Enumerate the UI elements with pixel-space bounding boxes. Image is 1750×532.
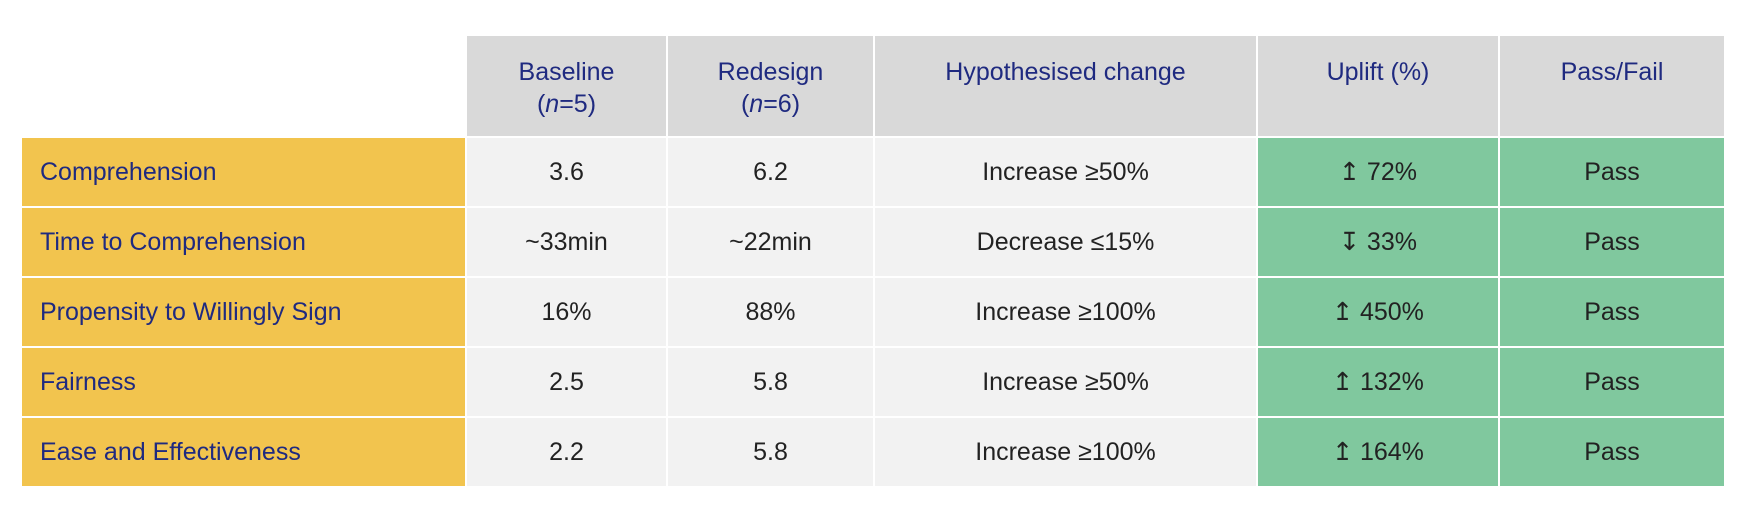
- hypothesis-cell: Increase ≥100%: [875, 278, 1256, 346]
- header-cell: Pass/Fail: [1500, 36, 1724, 136]
- table-row: Fairness 2.5 5.8 Increase ≥50% ↥ 132% Pass: [22, 348, 1724, 416]
- header-line: (n=6): [668, 88, 873, 120]
- row-label: Ease and Effectiveness: [22, 418, 465, 486]
- header-text: Redesign: [717, 58, 824, 86]
- header-text: Hypothesised change: [945, 58, 1186, 86]
- pass-fail-cell: Pass: [1500, 138, 1724, 206]
- header-line: Pass/Fail: [1500, 56, 1724, 88]
- redesign-cell: 5.8: [668, 348, 873, 416]
- header-text: Pass/Fail: [1560, 58, 1664, 86]
- header-line: Baseline: [467, 56, 666, 88]
- baseline-cell: 3.6: [467, 138, 666, 206]
- table-row: Time to Comprehension ~33min ~22min Decreas…: [22, 208, 1724, 276]
- header-text: =6): [763, 90, 801, 118]
- header-line: Redesign: [668, 56, 873, 88]
- uplift-cell: ↥ 450%: [1258, 278, 1498, 346]
- redesign-cell: 88%: [668, 278, 873, 346]
- row-label: Fairness: [22, 348, 465, 416]
- header-row: Baseline (n=5) Redesign (n=6) Hypothesised c…: [22, 36, 1724, 136]
- header-cell: Uplift (%): [1258, 36, 1498, 136]
- header-text: n: [545, 90, 560, 118]
- hypothesis-cell: Increase ≥50%: [875, 138, 1256, 206]
- header-text: Uplift (%): [1326, 58, 1430, 86]
- results-table: Baseline (n=5) Redesign (n=6) Hypothesised c…: [20, 34, 1726, 488]
- uplift-cell: ↥ 164%: [1258, 418, 1498, 486]
- hypothesis-cell: Increase ≥100%: [875, 418, 1256, 486]
- header-cell: Hypothesised change: [875, 36, 1256, 136]
- pass-fail-cell: Pass: [1500, 278, 1724, 346]
- baseline-cell: ~33min: [467, 208, 666, 276]
- uplift-cell: ↥ 132%: [1258, 348, 1498, 416]
- header-text: Baseline: [518, 58, 615, 86]
- table-row: Comprehension 3.6 6.2 Increase ≥50% ↥ 72% Pas…: [22, 138, 1724, 206]
- header-text: =5): [559, 90, 597, 118]
- header-line: Uplift (%): [1258, 56, 1498, 88]
- row-label: Comprehension: [22, 138, 465, 206]
- baseline-cell: 16%: [467, 278, 666, 346]
- table-row: Ease and Effectiveness 2.2 5.8 Increase ≥10…: [22, 418, 1724, 486]
- corner: [22, 36, 465, 136]
- baseline-cell: 2.2: [467, 418, 666, 486]
- uplift-cell: ↥ 72%: [1258, 138, 1498, 206]
- header-text: n: [749, 90, 764, 118]
- hypothesis-cell: Decrease ≤15%: [875, 208, 1256, 276]
- pass-fail-cell: Pass: [1500, 418, 1724, 486]
- table-body: Comprehension 3.6 6.2 Increase ≥50% ↥ 72% Pas…: [22, 138, 1724, 486]
- header-cell: Redesign (n=6): [668, 36, 873, 136]
- redesign-cell: 5.8: [668, 418, 873, 486]
- hypothesis-cell: Increase ≥50%: [875, 348, 1256, 416]
- header-text: (: [740, 90, 750, 118]
- header-line: Hypothesised change: [875, 56, 1256, 88]
- pass-fail-cell: Pass: [1500, 348, 1724, 416]
- redesign-cell: ~22min: [668, 208, 873, 276]
- header-line: (n=5): [467, 88, 666, 120]
- table-row: Propensity to Willingly Sign 16% 88% Increa…: [22, 278, 1724, 346]
- uplift-cell: ↧ 33%: [1258, 208, 1498, 276]
- row-label: Propensity to Willingly Sign: [22, 278, 465, 346]
- row-label: Time to Comprehension: [22, 208, 465, 276]
- redesign-cell: 6.2: [668, 138, 873, 206]
- pass-fail-cell: Pass: [1500, 208, 1724, 276]
- header-text: (: [536, 90, 546, 118]
- baseline-cell: 2.5: [467, 348, 666, 416]
- header-cell: Baseline (n=5): [467, 36, 666, 136]
